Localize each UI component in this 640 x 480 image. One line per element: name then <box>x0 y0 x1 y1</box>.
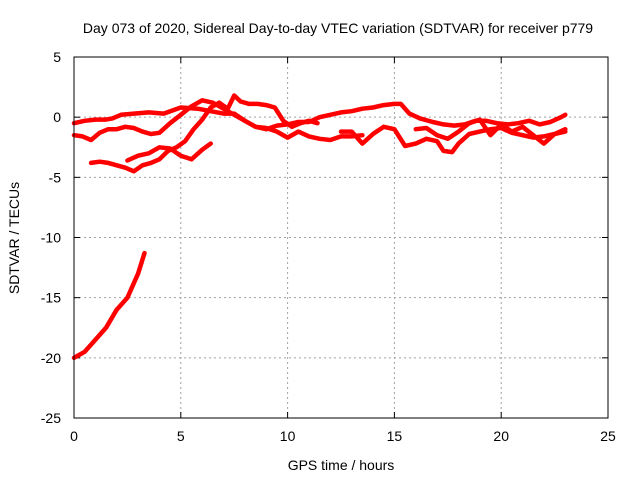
series-line-track-7 <box>413 117 568 146</box>
y-tick-label: -5 <box>49 169 62 185</box>
y-tick-label: -20 <box>41 350 61 366</box>
x-tick-label: 10 <box>280 428 296 444</box>
series-line-track-5 <box>125 141 213 163</box>
series-line-track-2 <box>71 101 568 132</box>
series-line-track-1 <box>71 250 147 361</box>
series-line-track-4 <box>88 93 320 174</box>
y-tick-label: 5 <box>53 49 61 65</box>
x-tick-label: 0 <box>70 428 78 444</box>
chart-title: Day 073 of 2020, Sidereal Day-to-day VTE… <box>83 20 593 36</box>
y-axis-label: SDTVAR / TECUs <box>6 182 22 294</box>
series-line-track-3 <box>71 98 365 143</box>
x-tick-label: 20 <box>493 428 509 444</box>
x-tick-label: 15 <box>387 428 403 444</box>
x-tick-label: 5 <box>177 428 185 444</box>
plot-frame <box>73 56 609 419</box>
y-tick-label: -15 <box>41 290 61 306</box>
y-tick-labels: -25 -20 -15 -10 -5 0 5 <box>41 49 61 426</box>
y-tick-label: -10 <box>41 230 61 246</box>
y-tick-label: 0 <box>53 109 61 125</box>
grid-lines <box>74 57 608 418</box>
x-axis-label: GPS time / hours <box>288 457 395 473</box>
x-tick-label: 25 <box>600 428 616 444</box>
series-layer <box>71 93 568 361</box>
series-line-track-6 <box>338 124 568 155</box>
x-tick-labels: 0 5 10 15 20 25 <box>70 428 616 444</box>
y-tick-label: -25 <box>41 410 61 426</box>
